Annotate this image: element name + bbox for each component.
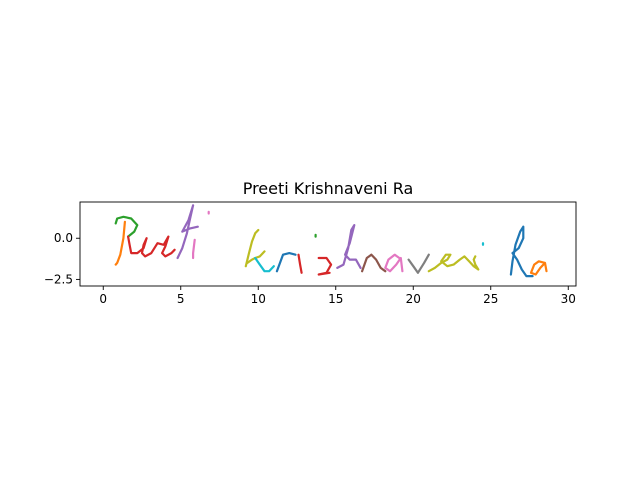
x-tick-label: 5	[177, 292, 185, 306]
series-line-14	[336, 224, 362, 269]
x-tick-label: 0	[99, 292, 107, 306]
series-line-17	[407, 253, 430, 274]
y-tick-label: 0.0	[54, 231, 73, 245]
series-line-5	[192, 238, 196, 260]
x-tick-label: 25	[483, 292, 498, 306]
series-line-4	[176, 204, 199, 260]
series-line-2	[114, 220, 127, 266]
series-line-18	[427, 253, 480, 273]
series-line-7	[244, 228, 260, 268]
series-line-11	[297, 253, 303, 274]
series-line-10	[275, 252, 297, 273]
series-line-3	[127, 235, 176, 258]
series-line-9	[254, 256, 275, 273]
series-line-15	[361, 253, 387, 273]
series-line-21	[529, 260, 548, 276]
y-tick-label: −2.5	[44, 272, 73, 286]
x-tick-label: 20	[406, 292, 421, 306]
axis-layer: 0 5 10 15 20 25 30 0.0 −2.5	[44, 231, 576, 306]
series-layer	[114, 204, 548, 278]
series-line-20	[509, 225, 534, 278]
series-line-1	[114, 215, 139, 238]
series-line-16	[384, 253, 404, 273]
chart-title: Preeti Krishnaveni Ra	[243, 179, 414, 198]
series-line-13	[317, 256, 333, 276]
x-tick-label: 15	[328, 292, 343, 306]
plot-area	[79, 201, 577, 287]
x-tick-label: 30	[561, 292, 576, 306]
x-tick-label: 10	[251, 292, 266, 306]
